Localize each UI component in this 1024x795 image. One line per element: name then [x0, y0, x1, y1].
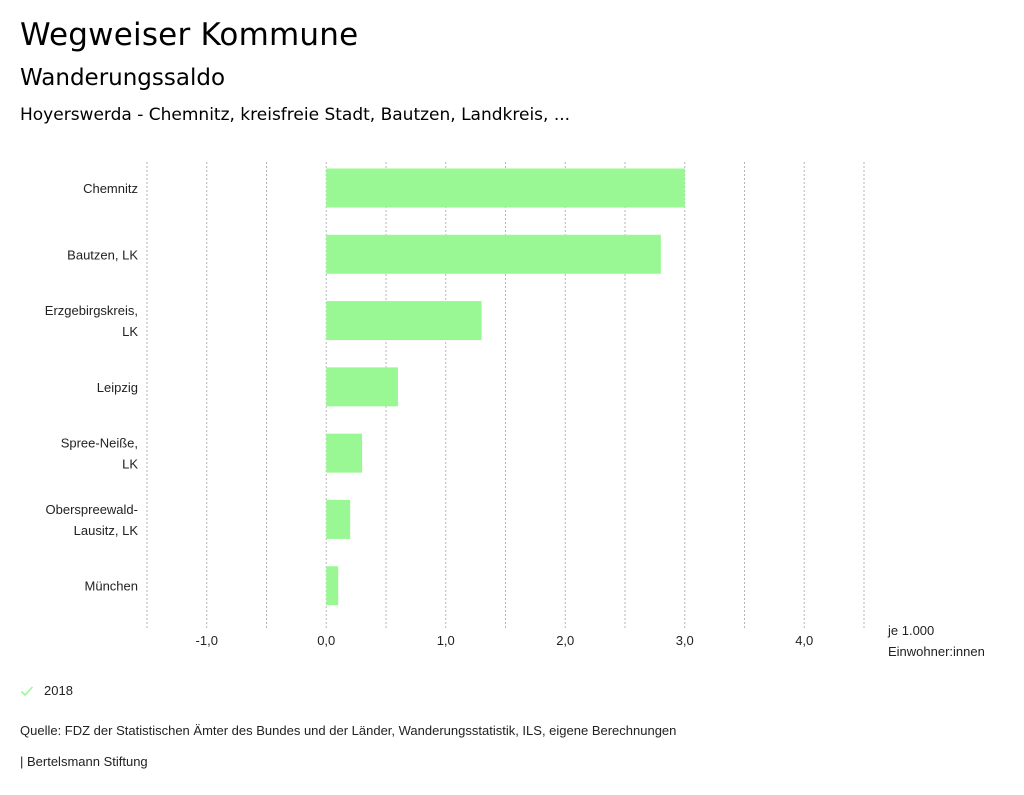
bar	[326, 499, 351, 539]
x-tick-label: 1,0	[437, 633, 455, 648]
x-axis-unit-line: je 1.000	[887, 623, 934, 638]
gridlines	[146, 162, 865, 628]
category-label: Chemnitz	[83, 181, 138, 196]
x-axis-unit-label: je 1.000 Einwohner:innen	[887, 623, 985, 659]
y-axis-labels: Chemnitz Bautzen, LK Erzgebirgskreis, LK Lei…	[45, 181, 139, 594]
category-label: Erzgebirgskreis, LK	[45, 303, 139, 339]
bar-chart: Chemnitz Bautzen, LK Erzgebirgskreis, LK Lei…	[45, 162, 985, 659]
x-tick-label: 2,0	[556, 633, 574, 648]
bar	[326, 367, 398, 407]
x-tick-label: -1,0	[196, 633, 218, 648]
bar	[326, 301, 482, 341]
bar	[326, 566, 339, 606]
brand-note: | Bertelsmann Stiftung	[20, 754, 148, 769]
bar	[326, 168, 685, 208]
bar	[326, 433, 363, 473]
category-label: Oberspreewald-Lausitz, LK	[46, 502, 139, 538]
source-note: Quelle: FDZ der Statistischen Ämter des …	[20, 723, 677, 738]
category-label: Spree-Neiße, LK	[61, 436, 139, 472]
category-label: München	[85, 579, 138, 594]
check-icon	[20, 685, 34, 696]
page-title: Wegweiser Kommune	[20, 17, 359, 53]
legend-item-2018[interactable]: 2018	[20, 683, 73, 698]
category-label: Leipzig	[97, 380, 138, 395]
bar	[326, 234, 661, 274]
x-tick-label: 4,0	[795, 633, 813, 648]
chart-subtitle: Wanderungssaldo	[20, 65, 226, 91]
x-tick-label: 0,0	[317, 633, 335, 648]
x-tick-label: 3,0	[676, 633, 694, 648]
selection-title: Hoyerswerda - Chemnitz, kreisfreie Stadt…	[20, 105, 571, 125]
legend-label: 2018	[44, 683, 73, 698]
x-axis-labels: -1,0 0,0 1,0 2,0 3,0 4,0	[196, 633, 814, 648]
category-label: Bautzen, LK	[67, 247, 138, 262]
bars	[326, 168, 685, 606]
x-axis-unit-line: Einwohner:innen	[888, 644, 985, 659]
